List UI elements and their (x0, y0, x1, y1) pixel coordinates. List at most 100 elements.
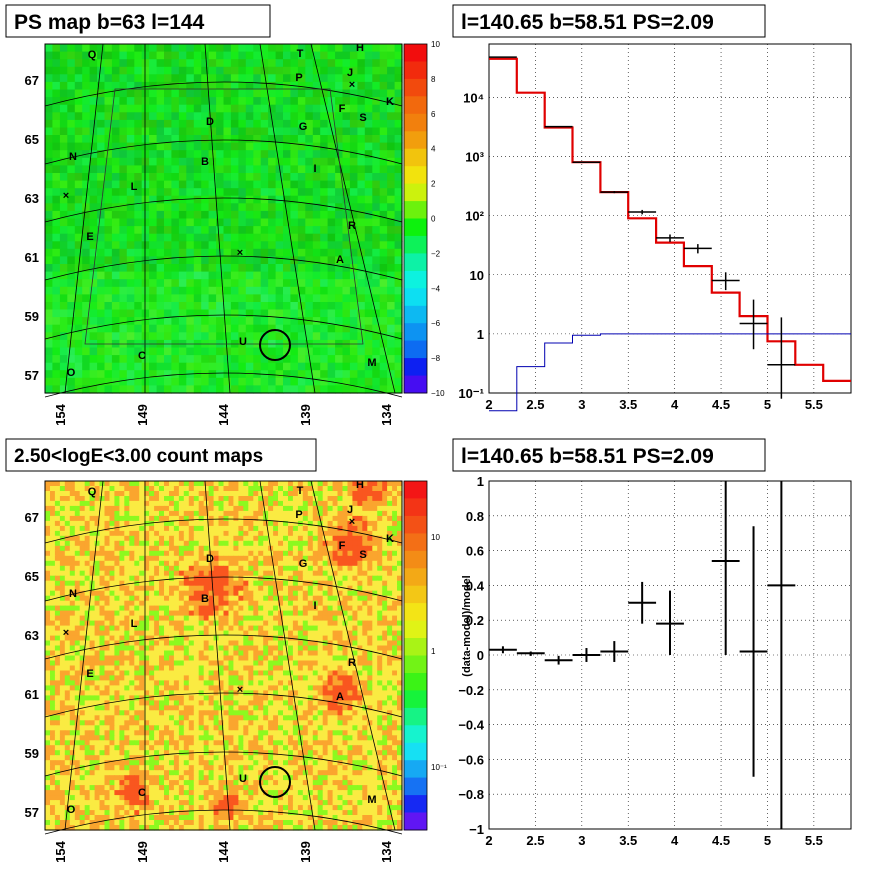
x-tick-label: 154 (53, 403, 68, 425)
y-tick-label: 57 (25, 805, 39, 820)
colorbar-segment (404, 725, 427, 744)
colorbar-segment (404, 340, 427, 359)
colorbar-tick: −10 (431, 389, 445, 398)
colorbar-segment (404, 148, 427, 167)
source-label-M: M (367, 794, 376, 806)
colorbar-tick: 1 (431, 647, 436, 656)
x-tick-label: 154 (53, 840, 68, 862)
source-label-P: P (295, 509, 302, 521)
colorbar-segment (404, 183, 427, 202)
y-tick-label: 59 (25, 746, 39, 761)
source-label-G: G (299, 121, 308, 133)
longitude-gridline (204, 43, 231, 394)
source-label-A: A (336, 254, 344, 266)
colorbar-segment (404, 166, 427, 185)
source-label-H: H (356, 42, 364, 54)
residual-panel: l=140.65 b=58.51 PS=2.09 (data-model)/mo… (452, 438, 852, 848)
target-circle (259, 329, 291, 361)
latitude-gridline (44, 197, 403, 223)
source-label-G: G (299, 558, 308, 570)
longitude-gridline (310, 43, 396, 394)
source-label-C: C (138, 350, 146, 362)
colorbar-segment (404, 550, 427, 569)
source-label-C: C (138, 787, 146, 799)
colorbar-segment (404, 218, 427, 237)
colorbar-tick: 2 (431, 180, 436, 189)
y-tick-label: 0 (477, 648, 484, 663)
source-label-K: K (386, 96, 394, 108)
x-tick-label: 3 (578, 397, 585, 412)
y-tick-label: 0.8 (466, 509, 484, 524)
y-tick-label: 63 (25, 191, 39, 206)
spectrum-title: l=140.65 b=58.51 PS=2.09 (461, 11, 714, 34)
colorbar-segment (404, 603, 427, 621)
source-label-T: T (297, 48, 304, 60)
latitude-gridline (44, 576, 403, 602)
source-label-K: K (386, 533, 394, 545)
longitude-gridline (259, 43, 316, 394)
x-tick-label: 5 (764, 833, 771, 848)
roi-outline (84, 88, 364, 345)
colorbar-segment (404, 655, 427, 674)
colorbar-segment (404, 568, 427, 587)
x-marker: × (63, 190, 69, 202)
x-tick-label: 144 (216, 840, 231, 862)
latitude-gridline (44, 692, 403, 718)
latitude-gridline (44, 518, 403, 544)
latitude-gridline (44, 751, 403, 777)
colorbar-segment (404, 78, 427, 97)
colorbar-frame (403, 43, 428, 394)
colorbar-tick: 0 (431, 215, 436, 224)
colorbar-tick: 8 (431, 75, 436, 84)
y-tick-label: 0.2 (466, 613, 484, 628)
source-label-D: D (206, 116, 214, 128)
colorbar-segment (404, 375, 427, 394)
y-tick-label: 10³ (465, 150, 484, 165)
y-tick-label: 65 (25, 569, 39, 584)
source-label-A: A (336, 691, 344, 703)
colorbar-segment (404, 481, 427, 499)
colorbar-segment (404, 270, 427, 289)
colorbar-tick: −4 (431, 284, 441, 293)
colorbar-segment (404, 61, 427, 80)
source-label-B: B (201, 156, 209, 168)
x-marker: × (349, 516, 355, 528)
x-tick-label: 2.5 (526, 397, 544, 412)
y-tick-label: 63 (25, 628, 39, 643)
x-tick-label: 3.5 (619, 833, 637, 848)
colorbar-segment (404, 690, 427, 709)
latitude-gridline (44, 314, 403, 340)
source-label-R: R (348, 657, 356, 669)
residual-title: l=140.65 b=58.51 PS=2.09 (461, 445, 714, 468)
colorbar-segment (404, 515, 427, 534)
y-tick-label: 10⁴ (463, 90, 484, 105)
colorbar-segment (404, 201, 427, 219)
source-label-S: S (359, 112, 366, 124)
y-tick-label: 0.6 (466, 544, 484, 559)
source-label-F: F (339, 103, 346, 115)
colorbar-segment (404, 131, 427, 150)
source-label-L: L (131, 181, 138, 193)
source-label-P: P (295, 72, 302, 84)
x-marker: × (63, 627, 69, 639)
source-label-T: T (297, 485, 304, 497)
latitude-gridline (44, 809, 403, 835)
x-tick-label: 5.5 (805, 397, 823, 412)
map-frame (44, 480, 403, 831)
source-label-M: M (367, 357, 376, 369)
x-tick-label: 4.5 (712, 397, 730, 412)
model-step-line (489, 57, 851, 382)
y-tick-label: 1 (477, 327, 484, 342)
x-tick-label: 2 (485, 397, 492, 412)
source-label-O: O (67, 367, 76, 379)
y-tick-label: 0.4 (466, 578, 485, 593)
x-tick-label: 134 (379, 840, 394, 862)
colorbar-segment (404, 358, 427, 376)
source-label-D: D (206, 553, 214, 565)
longitude-gridline (204, 480, 231, 831)
source-label-J: J (347, 67, 353, 79)
x-tick-label: 3.5 (619, 397, 637, 412)
colorbar-segment (404, 638, 427, 656)
count-map-panel: 2.50<logE<3.00 count maps × × × Q T H P J K F S D G N… (5, 438, 447, 863)
